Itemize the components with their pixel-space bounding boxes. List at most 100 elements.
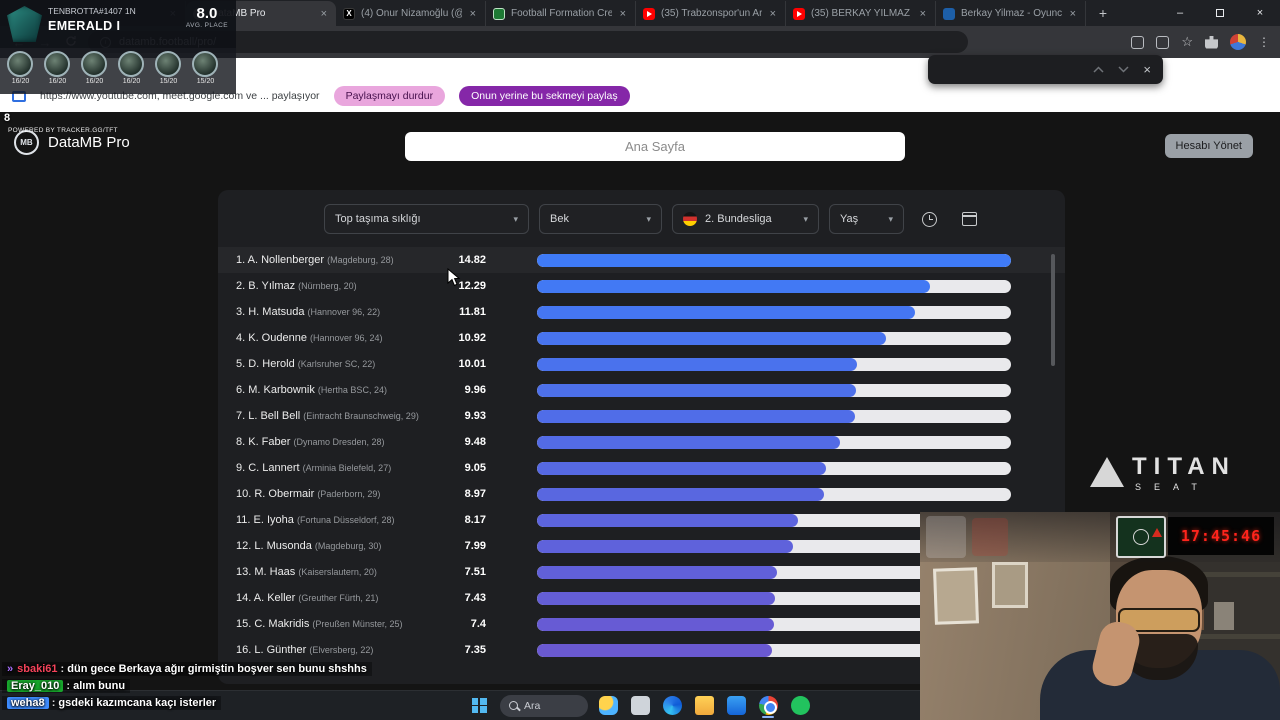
browser-tab[interactable]: (35) Trabzonspor'un Aradığı "G × <box>636 1 786 26</box>
position-dropdown[interactable]: Bek ▾ <box>539 204 662 234</box>
player-meta: (Hannover 96, 22) <box>307 307 381 317</box>
chevron-down-icon: ▾ <box>803 213 808 224</box>
tab-title: (35) BERKAY YILMAZ | Juve <box>811 8 912 19</box>
tab-close-icon[interactable]: × <box>619 7 626 20</box>
position-value: Bek <box>550 213 569 225</box>
nav-home-bar[interactable]: Ana Sayfa <box>405 132 905 161</box>
tab-close-icon[interactable]: × <box>320 7 327 20</box>
player-meta: (Kaiserslautern, 20) <box>298 567 377 577</box>
bookmark-star-icon[interactable]: ☆ <box>1181 34 1193 49</box>
champion-portrait-icon <box>44 51 70 77</box>
start-button[interactable] <box>468 693 492 719</box>
profile-avatar[interactable] <box>1230 34 1246 50</box>
table-row[interactable]: 15. C. Makridis (Preußen Münster, 25) 7.4 <box>218 611 1065 637</box>
table-row[interactable]: 11. E. Iyoha (Fortuna Düsseldorf, 28) 8.1… <box>218 507 1065 533</box>
germany-flag-icon <box>683 212 697 226</box>
table-row[interactable]: 4. K. Oudenne (Hannover 96, 24) 10.92 <box>218 325 1065 351</box>
maximize-icon <box>1216 9 1224 17</box>
league-dropdown[interactable]: 2. Bundesliga ▾ <box>672 204 819 234</box>
close-icon[interactable]: × <box>1143 62 1151 77</box>
player-value: 7.35 <box>464 644 486 656</box>
tab-close-icon[interactable]: × <box>469 7 476 20</box>
table-row[interactable]: 10. R. Obermair (Paderborn, 29) 8.97 <box>218 481 1065 507</box>
table-row[interactable]: 3. H. Matsuda (Hannover 96, 22) 11.81 <box>218 299 1065 325</box>
chevron-down-icon[interactable] <box>1118 66 1129 73</box>
tab-close-icon[interactable]: × <box>1069 7 1076 20</box>
taskbar-app-weather[interactable] <box>596 693 620 719</box>
tracker-powered-by: POWERED BY TRACKER.GG/TFT <box>8 127 118 134</box>
player-name: 14. A. Keller (Greuther Fürth, 21) <box>236 592 436 604</box>
bar-fill <box>537 383 856 397</box>
player-rank-name: 3. H. Matsuda <box>236 306 308 318</box>
metric-dropdown[interactable]: Top taşıma sıklığı ▾ <box>324 204 529 234</box>
menu-kebab-icon[interactable]: ⋮ <box>1258 35 1270 49</box>
age-dropdown[interactable]: Yaş ▾ <box>829 204 904 234</box>
shelf-item <box>1214 602 1234 630</box>
player-meta: (Hannover 96, 24) <box>310 333 383 343</box>
extension-icon[interactable] <box>1131 35 1145 49</box>
window-maximize-button[interactable] <box>1200 0 1240 26</box>
player-name: 15. C. Makridis (Preußen Münster, 25) <box>236 618 436 630</box>
tab-close-icon[interactable]: × <box>919 7 926 20</box>
table-row[interactable]: 13. M. Haas (Kaiserslautern, 20) 7.51 <box>218 559 1065 585</box>
site-brand: MB DataMB Pro <box>14 130 130 155</box>
window-close-button[interactable]: × <box>1256 7 1264 19</box>
player-meta: (Paderborn, 29) <box>317 489 381 499</box>
translate-icon[interactable] <box>1156 35 1170 49</box>
player-name: 10. R. Obermair (Paderborn, 29) <box>236 488 436 500</box>
taskbar-app-edge[interactable] <box>660 693 684 719</box>
share-this-tab-button[interactable]: Onun yerine bu sekmeyi paylaş <box>459 86 630 106</box>
history-filter-button[interactable] <box>914 204 944 234</box>
taskbar-search[interactable]: Ara <box>500 694 588 717</box>
table-row[interactable]: 5. D. Herold (Karlsruher SC, 22) 10.01 <box>218 351 1065 377</box>
window-minimize-button[interactable]: – <box>1176 7 1184 19</box>
table-row[interactable]: 9. C. Lannert (Arminia Bielefeld, 27) 9.0… <box>218 455 1065 481</box>
table-row[interactable]: 8. K. Faber (Dynamo Dresden, 28) 9.48 <box>218 429 1065 455</box>
player-rank-name: 4. K. Oudenne <box>236 332 310 344</box>
new-tab-button[interactable]: + <box>1098 5 1108 21</box>
pitch-favicon <box>493 7 505 20</box>
tab-close-icon[interactable]: × <box>769 7 776 20</box>
player-name: 9. C. Lannert (Arminia Bielefeld, 27) <box>236 462 436 474</box>
taskbar-app-folder[interactable] <box>692 693 716 719</box>
table-row[interactable]: 12. L. Musonda (Magdeburg, 30) 7.99 <box>218 533 1065 559</box>
table-row[interactable]: 14. A. Keller (Greuther Fürth, 21) 7.43 <box>218 585 1065 611</box>
browser-tab[interactable]: (35) BERKAY YILMAZ | Juve × <box>786 1 936 26</box>
table-row[interactable]: 1. A. Nollenberger (Magdeburg, 28) 14.82 <box>218 247 1065 273</box>
stop-sharing-button[interactable]: Paylaşmayı durdur <box>333 86 446 106</box>
table-row[interactable]: 6. M. Karbownik (Hertha BSC, 24) 9.96 <box>218 377 1065 403</box>
taskbar-app-monitor[interactable] <box>628 693 652 719</box>
browser-tab[interactable]: Football Formation Creator: Re × <box>486 1 636 26</box>
chevron-up-icon[interactable] <box>1093 66 1104 73</box>
date-filter-button[interactable] <box>954 204 984 234</box>
mouse-cursor <box>447 267 461 293</box>
manage-account-button[interactable]: Hesabı Yönet <box>1164 134 1253 158</box>
bar-fill <box>537 461 827 475</box>
transfermarkt-favicon <box>943 7 955 20</box>
taskbar-app-chrome[interactable] <box>756 693 780 719</box>
taskbar-app-mail[interactable] <box>724 693 748 719</box>
player-meta: (Preußen Münster, 25) <box>312 619 403 629</box>
bar-track <box>537 305 1011 319</box>
tft-champion: 16/20 <box>118 51 145 94</box>
player-rank-name: 2. B. Yılmaz <box>236 280 299 292</box>
table-row[interactable]: 16. L. Günther (Elversberg, 22) 7.35 <box>218 637 1065 663</box>
browser-tab[interactable]: Berkay Yilmaz - Oyuncu profili × <box>936 1 1086 26</box>
card-scrollbar[interactable] <box>1051 254 1055 366</box>
player-meta: (Magdeburg, 28) <box>327 255 394 265</box>
chat-text: dün gece Berkaya ağır girmiştin boşver s… <box>67 663 367 675</box>
player-rank-name: 14. A. Keller <box>236 592 299 604</box>
tft-avg-place: 8.0 AVG. PLACE <box>186 5 228 29</box>
chat-separator: : <box>57 663 68 675</box>
bar-track <box>537 409 1011 423</box>
shelf <box>1168 572 1280 577</box>
screen-share-bar: https://www.youtube.com, meet.google.com… <box>12 86 630 106</box>
x-favicon <box>343 7 355 20</box>
table-row[interactable]: 7. L. Bell Bell (Eintracht Braunschweig,… <box>218 403 1065 429</box>
table-row[interactable]: 2. B. Yılmaz (Nürnberg, 20) 12.29 <box>218 273 1065 299</box>
player-rank-name: 12. L. Musonda <box>236 540 315 552</box>
taskbar-app-chat[interactable] <box>788 693 812 719</box>
extensions-puzzle-icon[interactable] <box>1205 35 1218 49</box>
bar-track <box>537 461 1011 475</box>
